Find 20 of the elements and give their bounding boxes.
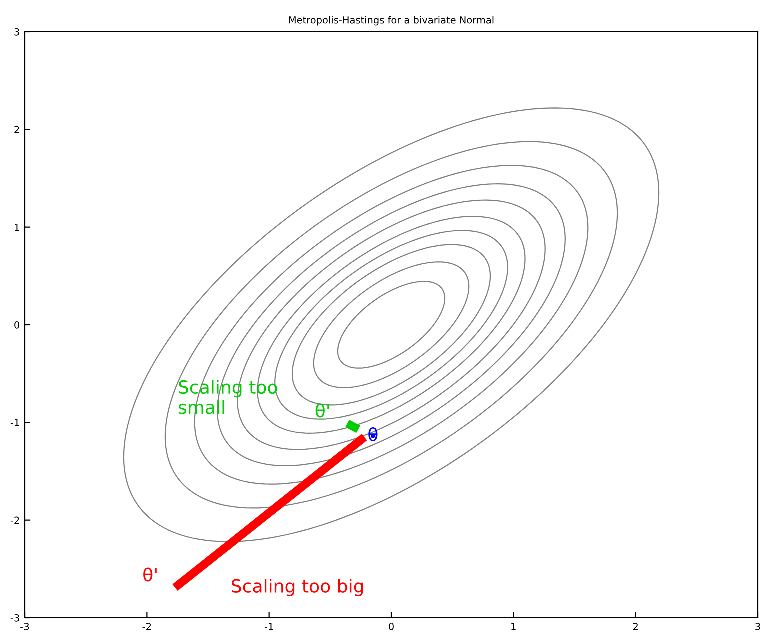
y-tick-label: -1	[10, 419, 20, 426]
x-tick-label: -3	[20, 623, 30, 630]
x-tick-label: -1	[264, 623, 274, 630]
y-tick-label: 0	[14, 321, 20, 329]
x-tick-label: 3	[756, 623, 760, 630]
series-label: Scaling too big	[232, 578, 364, 596]
chart-title: Metropolis-Hastings for a bivariate Normal	[289, 16, 494, 26]
x-tick-label: 2	[633, 623, 638, 630]
series-label: θ	[368, 427, 378, 442]
x-tick-label: 0	[389, 623, 394, 630]
x-tick-label: 1	[512, 623, 516, 630]
annotation: θ'	[144, 568, 157, 582]
x-tick-label: -2	[142, 623, 152, 630]
y-tick-label: 2	[14, 126, 20, 134]
y-tick-label: -2	[10, 516, 20, 524]
text: Scaling too small	[178, 380, 278, 414]
y-tick-label: 3	[14, 28, 20, 36]
y-tick-label: -3	[10, 614, 20, 622]
annotation: θ'	[316, 404, 330, 418]
y-tick-label: 1	[15, 224, 20, 232]
